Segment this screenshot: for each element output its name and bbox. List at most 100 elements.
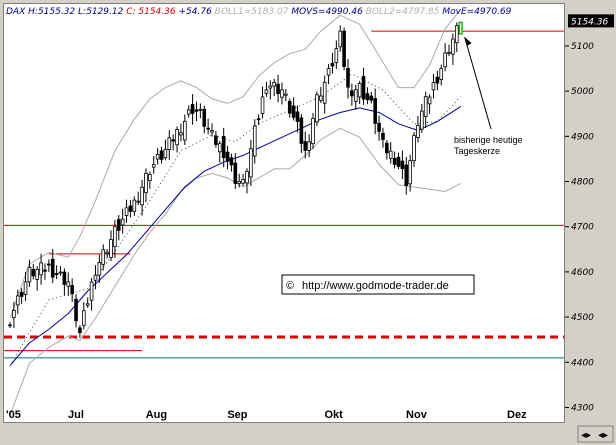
- candle-body: [439, 68, 444, 80]
- header-boll2: BOLL2=4797.85: [366, 7, 440, 17]
- candle-body: [202, 108, 207, 127]
- candle-body: [249, 148, 253, 178]
- scroll-box[interactable]: [577, 425, 614, 443]
- x-tick-label: Okt: [324, 409, 343, 421]
- candle-body: [307, 141, 311, 151]
- candle-body: [412, 135, 416, 162]
- candle-body: [120, 218, 125, 226]
- candle-body: [186, 109, 191, 115]
- moving-average-layer: [9, 73, 462, 366]
- candle-body: [221, 136, 226, 159]
- header-symbol: DAX: [6, 7, 26, 17]
- candle-body: [225, 151, 230, 162]
- candle-body: [322, 81, 327, 104]
- candle-body: [101, 249, 106, 265]
- candle-body: [334, 48, 339, 63]
- candle-body: [97, 262, 102, 276]
- y-tick-label: 4500: [571, 313, 594, 323]
- candle-body: [113, 226, 117, 248]
- candle-body: [369, 95, 374, 101]
- header-low: L:5129.12: [78, 7, 124, 17]
- candle-body: [210, 130, 214, 133]
- candle-body: [151, 164, 156, 168]
- scroll-left-icon[interactable]: ◂▸: [581, 430, 591, 441]
- y-axis-ticks: 4300 4400 4500 4600 4700 4800 4900 5000 5100: [565, 42, 594, 413]
- annotation-arrow-head: [464, 37, 472, 47]
- corner-scroll-arrows[interactable]: ◂▸ ◂▸: [577, 425, 614, 443]
- x-tick-label: '05: [6, 409, 21, 421]
- candle-body: [128, 205, 133, 212]
- candle-body: [82, 310, 86, 326]
- candle-body: [338, 30, 343, 48]
- candle-body: [287, 100, 292, 114]
- header-change: +54.76: [178, 7, 212, 17]
- y-tick-label: 4900: [571, 132, 594, 142]
- candle-body: [175, 129, 179, 146]
- candle-body: [19, 291, 24, 297]
- header-move: MovE=4970.69: [442, 7, 511, 17]
- candle-body: [256, 118, 261, 121]
- candle-body: [214, 135, 218, 145]
- candle-body: [39, 262, 43, 276]
- candle-body: [132, 199, 137, 212]
- candle-body: [431, 82, 436, 91]
- candle-body: [35, 268, 39, 280]
- candle-body: [260, 96, 265, 114]
- candle-body: [396, 156, 401, 167]
- candle-body: [140, 186, 144, 206]
- annotation-line-1: bisherige heutige: [454, 135, 523, 145]
- candle-body: [318, 95, 323, 101]
- candles: [8, 21, 463, 338]
- candle-body: [105, 251, 109, 254]
- candle-body: [148, 173, 152, 181]
- candle-body: [280, 89, 284, 98]
- last-candle: [458, 21, 463, 35]
- annotation-line-2: Tageskerze: [454, 146, 500, 156]
- candle-body: [268, 85, 273, 89]
- candle-body: [27, 267, 32, 283]
- candle-body: [451, 38, 455, 55]
- candle-body: [62, 271, 67, 285]
- price-tag: [568, 14, 614, 28]
- candle-body: [454, 25, 459, 44]
- movs-line: [9, 73, 462, 366]
- y-tick-label: 4300: [571, 403, 594, 413]
- candle-body: [233, 162, 238, 184]
- candle-body: [89, 281, 94, 301]
- candle-body: [404, 164, 409, 187]
- scroll-right-icon[interactable]: ◂▸: [598, 430, 608, 441]
- x-tick-label: Nov: [406, 409, 428, 421]
- chart-header: DAX H:5155.32 L:5129.12 C: 5154.36 +54.7…: [6, 7, 512, 17]
- candle-body: [198, 108, 203, 111]
- candle-body: [23, 281, 28, 295]
- candle-body: [311, 117, 315, 145]
- candle-body: [144, 172, 148, 194]
- candle-body: [229, 157, 234, 166]
- candle-body: [252, 125, 257, 157]
- move-line: [9, 106, 461, 366]
- candle-body: [381, 132, 385, 140]
- y-tick-label: 5100: [571, 42, 594, 52]
- candle-body: [116, 219, 121, 231]
- candle-body: [206, 127, 210, 130]
- candle-body: [315, 94, 319, 123]
- candle-body: [295, 111, 300, 122]
- candle-body: [435, 76, 440, 84]
- candle-body: [93, 274, 98, 281]
- candle-body: [50, 258, 55, 278]
- x-tick-label: Dez: [507, 409, 527, 421]
- x-tick-label: Sep: [227, 409, 247, 421]
- candle-body: [12, 309, 16, 319]
- candle-body: [443, 52, 447, 68]
- candle-body: [353, 89, 358, 102]
- candle-body: [66, 281, 71, 287]
- boll-upper-line: [9, 9, 462, 319]
- candle-body: [74, 298, 78, 322]
- candle-body: [78, 327, 82, 333]
- y-tick-label: 4400: [571, 358, 594, 368]
- candle-body: [276, 83, 280, 94]
- candle-body: [43, 269, 47, 272]
- candle-body: [299, 117, 304, 144]
- candle-body: [361, 75, 366, 100]
